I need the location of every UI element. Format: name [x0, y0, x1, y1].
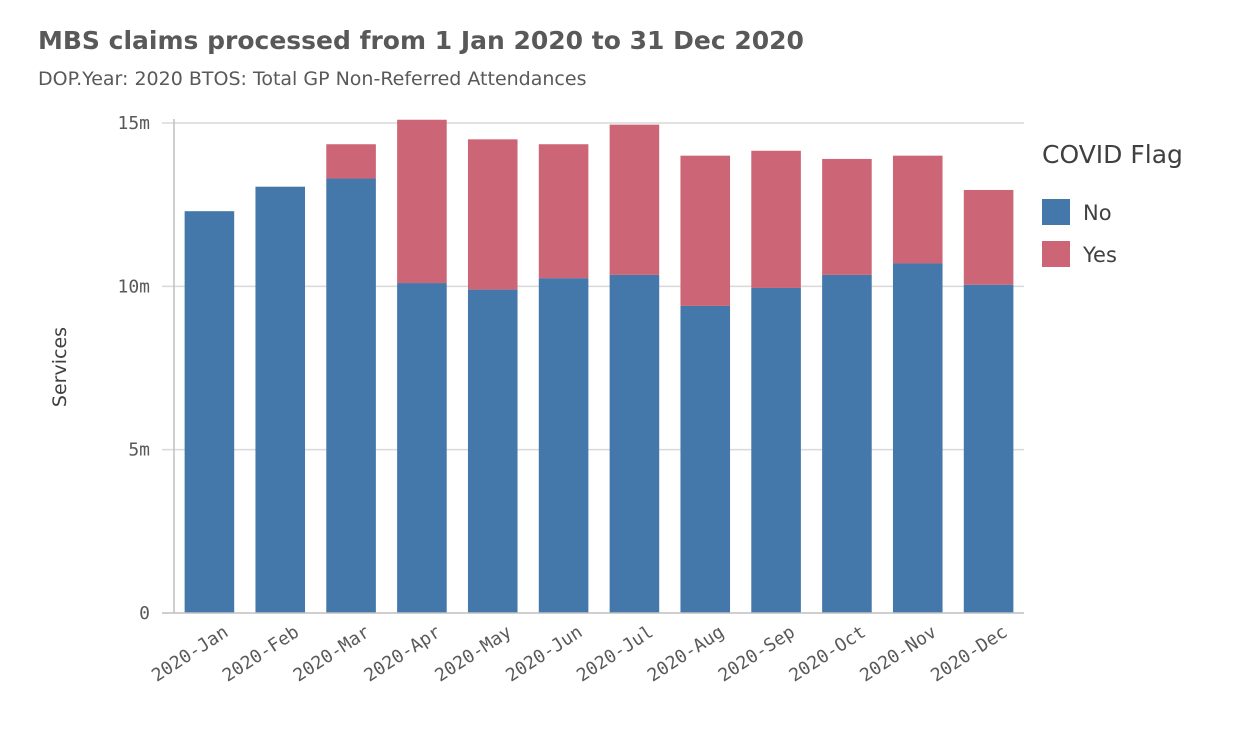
- bar-yes-2020-oct[interactable]: [822, 158, 872, 275]
- x-tick-label: 2020-Jan: [148, 622, 232, 687]
- bar-no-2020-nov[interactable]: [892, 263, 943, 613]
- y-axis-label: Services: [49, 327, 71, 407]
- x-tick-label: 2020-May: [431, 621, 515, 686]
- legend-label-yes[interactable]: Yes: [1082, 243, 1117, 267]
- x-tick-labels: 2020-Jan2020-Feb2020-Mar2020-Apr2020-May…: [148, 621, 1011, 686]
- y-tick-label: 0: [139, 603, 150, 624]
- bar-yes-2020-mar[interactable]: [326, 144, 376, 179]
- axes: [162, 119, 1024, 614]
- legend-title: COVID Flag: [1042, 140, 1183, 169]
- bar-no-2020-dec[interactable]: [963, 284, 1014, 613]
- bar-no-2020-mar[interactable]: [326, 178, 376, 614]
- bar-no-2020-jun[interactable]: [538, 278, 589, 613]
- bar-no-2020-aug[interactable]: [680, 305, 731, 613]
- bar-yes-2020-jul[interactable]: [609, 124, 660, 275]
- bar-yes-2020-may[interactable]: [467, 139, 518, 290]
- x-tick-label: 2020-Feb: [219, 622, 303, 687]
- legend-swatch-no: [1042, 199, 1070, 225]
- gridlines: [162, 122, 1024, 451]
- bar-no-2020-jul[interactable]: [609, 274, 660, 613]
- bars: [184, 119, 1014, 614]
- legend-label-no[interactable]: No: [1083, 201, 1112, 225]
- bar-no-2020-may[interactable]: [467, 289, 518, 613]
- x-tick-label: 2020-Sep: [715, 622, 799, 687]
- chart-title: MBS claims processed from 1 Jan 2020 to …: [38, 26, 804, 55]
- x-tick-label: 2020-Mar: [290, 621, 374, 686]
- bar-yes-2020-aug[interactable]: [680, 155, 731, 306]
- chart-subtitle: DOP.Year: 2020 BTOS: Total GP Non-Referr…: [38, 68, 587, 90]
- x-tick-label: 2020-Dec: [927, 622, 1011, 687]
- y-tick-label: 5m: [128, 440, 150, 461]
- legend: COVID Flag No Yes: [1042, 140, 1183, 267]
- x-tick-label: 2020-Aug: [644, 622, 728, 687]
- x-tick-label: 2020-Jul: [573, 622, 657, 687]
- bar-yes-2020-sep[interactable]: [751, 150, 801, 288]
- x-tick-label: 2020-Oct: [785, 622, 869, 687]
- bar-yes-2020-nov[interactable]: [892, 155, 943, 264]
- x-tick-label: 2020-Jun: [502, 622, 586, 687]
- bar-no-2020-oct[interactable]: [822, 274, 872, 613]
- bar-no-2020-feb[interactable]: [255, 186, 306, 613]
- legend-swatch-yes: [1042, 241, 1070, 267]
- bar-no-2020-apr[interactable]: [397, 283, 447, 613]
- bar-no-2020-jan[interactable]: [184, 211, 235, 613]
- y-tick-labels: 0 5m 10m 15m: [117, 113, 150, 624]
- bar-yes-2020-apr[interactable]: [397, 119, 447, 284]
- y-tick-label: 15m: [117, 113, 150, 134]
- bar-yes-2020-jun[interactable]: [538, 144, 589, 279]
- x-tick-label: 2020-Nov: [856, 622, 940, 687]
- x-tick-label: 2020-Apr: [360, 621, 444, 686]
- bar-no-2020-sep[interactable]: [751, 287, 801, 613]
- bar-yes-2020-dec[interactable]: [963, 189, 1014, 285]
- y-tick-label: 10m: [117, 276, 150, 297]
